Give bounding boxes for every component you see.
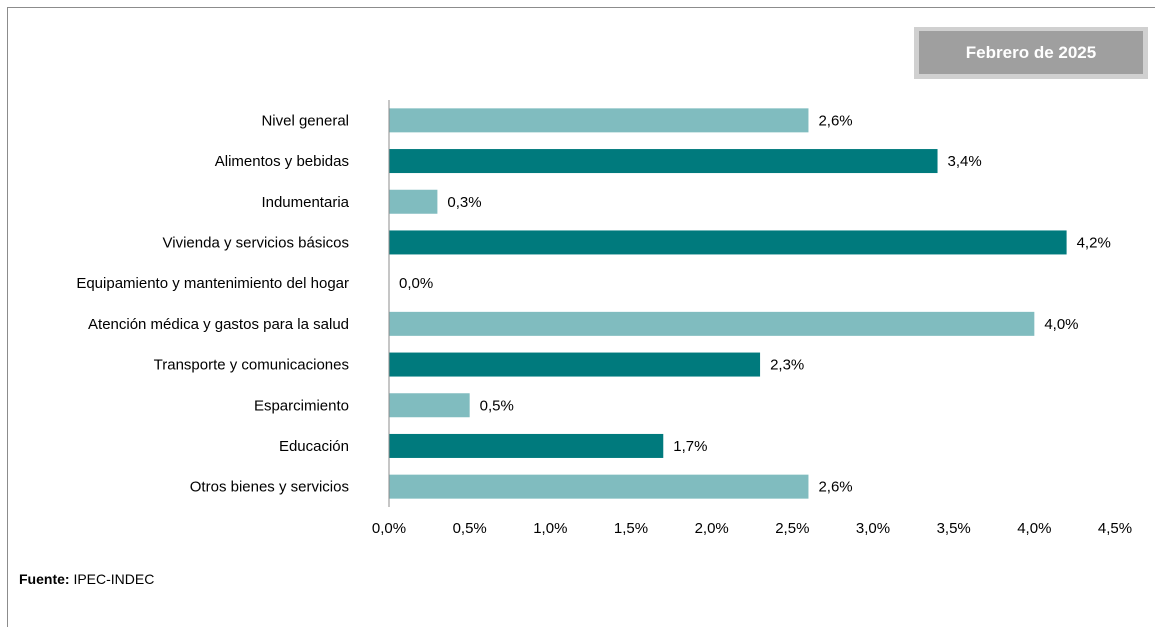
x-tick-label: 1,0%: [533, 520, 567, 537]
data-label: 2,3%: [770, 357, 804, 374]
source-prefix: Fuente:: [19, 571, 70, 587]
category-label: Vivienda y servicios básicos: [163, 234, 349, 251]
source-text: IPEC-INDEC: [73, 571, 155, 587]
x-tick-label: 3,0%: [856, 520, 890, 537]
category-label: Otros bienes y servicios: [190, 479, 349, 496]
source-note: Fuente: IPEC-INDEC: [19, 571, 154, 587]
x-tick-label: 0,0%: [372, 520, 406, 537]
category-label: Transporte y comunicaciones: [154, 357, 349, 374]
data-label: 1,7%: [673, 438, 707, 455]
date-badge-label: Febrero de 2025: [919, 31, 1143, 74]
category-label: Alimentos y bebidas: [215, 153, 349, 170]
category-label: Atención médica y gastos para la salud: [88, 316, 349, 333]
category-label: Indumentaria: [261, 194, 349, 211]
bar: [389, 311, 1035, 336]
data-label: 2,6%: [818, 112, 852, 129]
bar: [389, 393, 470, 418]
bar: [389, 474, 809, 499]
data-label: 2,6%: [818, 479, 852, 496]
bar: [389, 189, 438, 214]
chart-frame: [7, 7, 1155, 627]
x-tick-label: 0,5%: [453, 520, 487, 537]
category-label: Nivel general: [261, 112, 349, 129]
data-label: 4,2%: [1077, 234, 1111, 251]
category-label: Esparcimiento: [254, 397, 349, 414]
x-tick-label: 2,0%: [695, 520, 729, 537]
data-label: 4,0%: [1044, 316, 1078, 333]
date-badge: Febrero de 2025: [914, 27, 1148, 79]
bar: [389, 433, 664, 458]
x-tick-label: 3,5%: [937, 520, 971, 537]
data-label: 0,0%: [399, 275, 433, 292]
category-label: Equipamiento y mantenimiento del hogar: [76, 275, 349, 292]
x-tick-label: 4,5%: [1098, 520, 1132, 537]
category-label: Educación: [279, 438, 349, 455]
x-tick-label: 2,5%: [775, 520, 809, 537]
data-label: 0,3%: [447, 194, 481, 211]
data-label: 0,5%: [480, 397, 514, 414]
x-tick-label: 4,0%: [1017, 520, 1051, 537]
bar: [389, 149, 938, 174]
bar: [389, 230, 1067, 255]
bar: [389, 352, 761, 377]
bar: [389, 108, 809, 133]
data-label: 3,4%: [948, 153, 982, 170]
x-tick-label: 1,5%: [614, 520, 648, 537]
